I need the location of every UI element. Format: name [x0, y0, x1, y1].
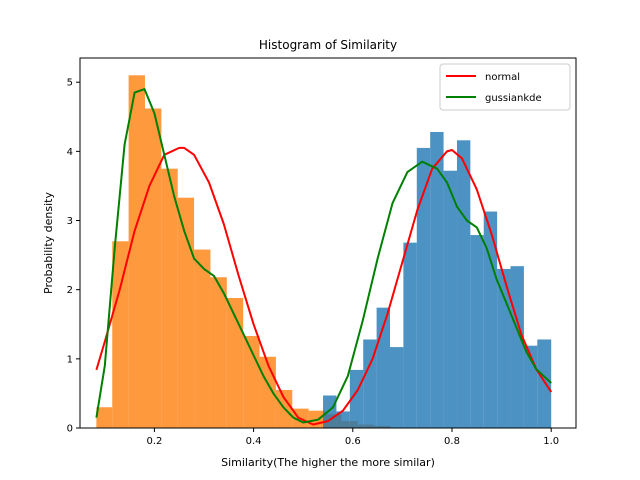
legend: normal gussiankde [439, 63, 571, 111]
y-tick-label: 0 [67, 424, 73, 435]
histogram-1-bar [323, 395, 337, 428]
histogram-0-bar [177, 197, 195, 428]
y-tick-label: 4 [67, 147, 73, 158]
histogram-1-bar [470, 235, 484, 428]
plot-frame [79, 57, 577, 429]
y-tick-label: 5 [67, 78, 73, 89]
histogram-1-bar [416, 147, 431, 428]
histogram-1-bar [497, 268, 511, 428]
x-tick-label: 1.0 [543, 436, 559, 447]
y-tick-label: 1 [67, 354, 73, 365]
histogram-1-bar [390, 347, 404, 428]
histogram-0-bar [210, 277, 227, 428]
y-tick-label: 2 [67, 285, 73, 296]
y-axis-label: Probability density [42, 192, 55, 294]
gussiankde-curve [95, 88, 552, 424]
histogram-0-bar [96, 407, 113, 428]
histogram-1-bar [483, 211, 498, 428]
normal-curve [95, 146, 553, 426]
x-tick-label: 0.2 [146, 436, 162, 447]
y-tick-label: 3 [67, 216, 73, 227]
histogram-1-bar [363, 339, 377, 428]
x-tick-label: 0.6 [345, 436, 361, 447]
legend-normal-label: normal [485, 72, 520, 83]
histogram-0-bar [144, 108, 162, 428]
histogram-1-bar [430, 132, 444, 428]
histogram-0-bar [112, 241, 129, 428]
histogram-0-bar [161, 168, 178, 428]
histogram-0-bar [194, 249, 211, 428]
histogram-1-bar [443, 170, 457, 428]
histogram-1-bar [403, 242, 417, 428]
histogram-1-bar [510, 266, 524, 428]
x-tick-label: 0.4 [246, 436, 262, 447]
histogram-1-bar [537, 339, 552, 428]
histogram-0-bar [226, 297, 244, 428]
x-axis-label: Similarity(The higher the more similar) [221, 456, 435, 469]
histogram-0-bar [128, 75, 145, 428]
legend-gussiankde-label: gussiankde [485, 93, 542, 104]
histogram-1-bar [336, 411, 350, 428]
chart-title: Histogram of Similarity [259, 38, 397, 52]
histogram-1-bar [456, 140, 471, 428]
x-tick-label: 0.8 [444, 436, 460, 447]
